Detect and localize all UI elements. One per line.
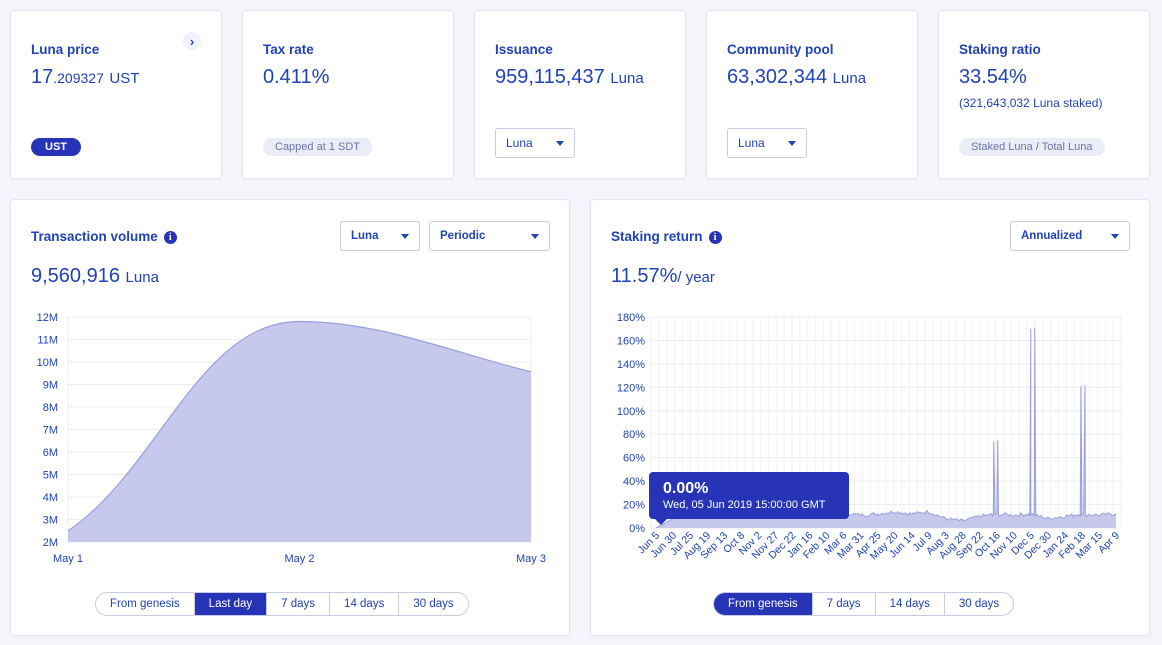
info-icon[interactable]: i	[163, 231, 177, 244]
y-tick-label: 20%	[623, 500, 645, 512]
y-tick-label: 80%	[623, 429, 645, 441]
y-tick-label: 9M	[43, 380, 58, 392]
luna-price-decimal: .209327	[53, 70, 104, 86]
caret-down-icon	[1111, 233, 1119, 239]
issuance-unit: Luna	[610, 70, 644, 87]
card-issuance: Issuance 959,115,437 Luna Luna	[474, 10, 686, 179]
caret-down-icon	[556, 140, 564, 146]
staking-return-amount: 11.57%	[611, 265, 678, 287]
staking-ratio-badge: Staked Luna / Total Luna	[959, 138, 1105, 156]
x-tick-label: May 3	[516, 553, 546, 565]
y-tick-label: 4M	[43, 492, 58, 504]
staking-ratio-title: Staking ratio	[959, 42, 1041, 57]
series-area	[68, 321, 531, 542]
tx-volume-denom-select[interactable]: Luna	[340, 221, 420, 251]
tx-volume-range-tabs: From genesis Last day 7 days 14 days 30 days	[95, 592, 469, 616]
card-tax-rate: Tax rate 0.411% Capped at 1 SDT	[242, 10, 454, 179]
y-tick-label: 180%	[617, 312, 645, 324]
tx-mode-label: Periodic	[440, 230, 486, 242]
card-community-pool: Community pool 63,302,344 Luna Luna	[706, 10, 918, 179]
staking-return-unit: / year	[677, 269, 715, 286]
community-pool-title: Community pool	[727, 42, 834, 57]
tx-tab-7-days[interactable]: 7 days	[266, 593, 329, 615]
tooltip-value: 0.00%	[663, 480, 709, 497]
sr-tab-7-days[interactable]: 7 days	[811, 593, 875, 615]
tx-volume-value: 9,560,916 Luna	[31, 265, 159, 288]
issuance-amount: 959,115,437	[495, 66, 605, 88]
staking-return-value: 11.57%/ year	[611, 265, 715, 288]
staking-return-title-text: Staking return	[611, 229, 703, 244]
staking-return-chart: 0%20%40%60%80%100%120%140%160%180%Jun 5J…	[617, 312, 1122, 562]
card-staking-ratio: Staking ratio 33.54% (321,643,032 Luna s…	[938, 10, 1150, 179]
community-pool-value: 63,302,344 Luna	[727, 66, 866, 89]
luna-price-main: 17	[31, 66, 54, 88]
y-tick-label: 40%	[623, 476, 645, 488]
community-pool-denom-select[interactable]: Luna	[727, 128, 807, 158]
caret-down-icon	[788, 140, 796, 146]
tax-cap-badge: Capped at 1 SDT	[263, 138, 372, 156]
y-tick-label: 160%	[617, 335, 645, 347]
staking-ratio-value: 33.54%	[959, 66, 1027, 88]
tx-tab-last-day[interactable]: Last day	[193, 593, 267, 615]
y-tick-label: 60%	[623, 453, 645, 465]
tx-volume-mode-select[interactable]: Periodic	[429, 221, 550, 251]
sr-tab-14-days[interactable]: 14 days	[874, 593, 944, 615]
y-tick-label: 120%	[617, 382, 645, 394]
tx-volume-chart: 2M 3M 4M 5M 6M 7M 8M 9M 10M 11M 12M May 1 May 2 May 3	[37, 312, 546, 565]
caret-down-icon	[401, 233, 409, 239]
tx-denom-label: Luna	[351, 230, 379, 242]
tx-tab-from-genesis[interactable]: From genesis	[110, 598, 180, 610]
x-tick-label: May 2	[285, 553, 315, 565]
luna-price-title: Luna price	[31, 42, 100, 57]
sr-tab-from-genesis[interactable]: From genesis	[714, 593, 812, 615]
y-tick-label: 6M	[43, 447, 58, 459]
issuance-select-label: Luna	[506, 136, 533, 150]
tooltip-arrow	[655, 519, 667, 525]
issuance-denom-select[interactable]: Luna	[495, 128, 575, 158]
luna-price-value: 17.209327 UST	[31, 66, 139, 89]
y-tick-label: 8M	[43, 402, 58, 414]
staking-ratio-sub: (321,643,032 Luna staked)	[959, 96, 1103, 110]
y-tick-label: 7M	[43, 425, 58, 437]
y-tick-label: 5M	[43, 470, 58, 482]
tx-volume-unit: Luna	[125, 269, 159, 286]
chart-tooltip: 0.00% Wed, 05 Jun 2019 15:00:00 GMT	[649, 472, 849, 525]
caret-down-icon	[531, 233, 539, 239]
luna-price-unit: UST	[109, 70, 140, 87]
staking-mode-label: Annualized	[1021, 230, 1083, 242]
tx-volume-amount: 9,560,916	[31, 265, 120, 287]
tax-rate-value: 0.411%	[263, 66, 330, 88]
staking-return-title: Staking return i	[611, 229, 722, 244]
community-pool-select-label: Luna	[738, 136, 765, 150]
y-tick-label: 12M	[37, 312, 58, 324]
ust-badge-button[interactable]: UST	[31, 138, 81, 156]
info-icon[interactable]: i	[708, 231, 722, 244]
y-tick-label: 3M	[43, 515, 58, 527]
tx-tab-30-days[interactable]: 30 days	[398, 593, 467, 615]
tx-volume-title-text: Transaction volume	[31, 229, 158, 244]
community-pool-unit: Luna	[832, 70, 867, 87]
card-transaction-volume: Transaction volume i Luna Periodic 9,560,…	[10, 199, 570, 636]
series-line	[67, 320, 532, 532]
tooltip-date: Wed, 05 Jun 2019 15:00:00 GMT	[663, 499, 826, 511]
card-staking-return: Staking return i Annualized 11.57%/ year …	[590, 199, 1150, 636]
y-tick-label: 100%	[617, 406, 645, 418]
tx-volume-title: Transaction volume i	[31, 229, 177, 244]
tax-rate-title: Tax rate	[263, 42, 314, 57]
issuance-value: 959,115,437 Luna	[495, 66, 644, 89]
staking-return-mode-select[interactable]: Annualized	[1010, 221, 1130, 251]
y-tick-label: 11M	[37, 335, 58, 347]
community-pool-amount: 63,302,344	[727, 66, 828, 88]
card-luna-price: Luna price › 17.209327 UST UST	[10, 10, 222, 179]
y-tick-label: 140%	[617, 359, 645, 371]
chevron-right-icon[interactable]: ›	[183, 32, 201, 50]
tx-tab-14-days[interactable]: 14 days	[329, 593, 398, 615]
issuance-title: Issuance	[495, 42, 553, 57]
y-tick-label: 10M	[37, 357, 58, 369]
sr-tab-30-days[interactable]: 30 days	[943, 593, 1013, 615]
y-tick-label: 0%	[629, 523, 645, 535]
staking-return-range-tabs: From genesis 7 days 14 days 30 days	[713, 592, 1015, 616]
x-tick-label: May 1	[53, 553, 83, 565]
y-tick-label: 2M	[43, 537, 58, 549]
